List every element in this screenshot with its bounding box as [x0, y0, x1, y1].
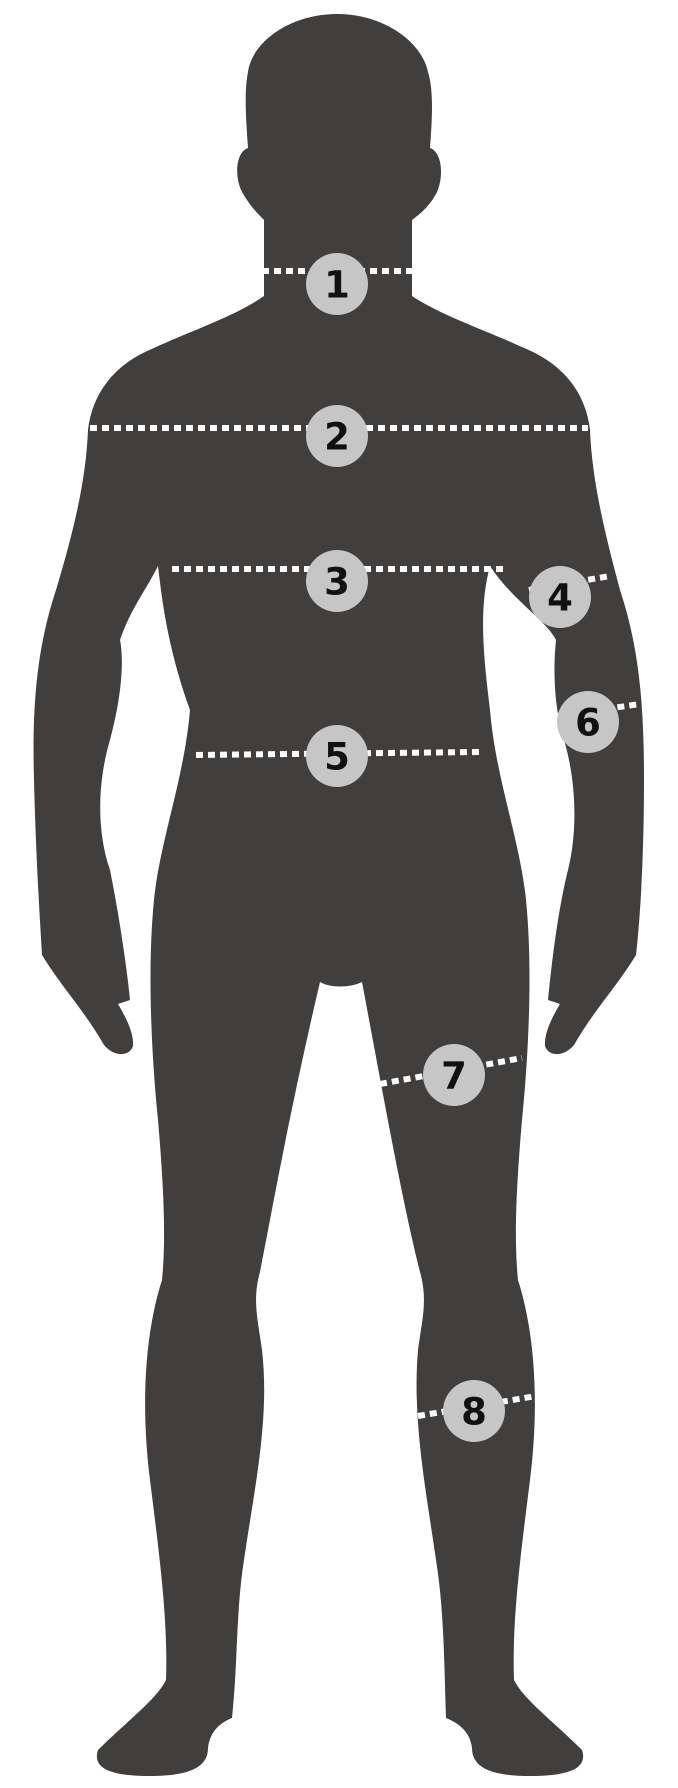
- marker-circle: [306, 725, 368, 787]
- marker-label: 5: [324, 736, 350, 779]
- marker-circle: [529, 566, 591, 628]
- measurement-marker-7: 7: [423, 1044, 485, 1106]
- measurement-line-8: [417, 1393, 537, 1419]
- measurement-marker-8: 8: [443, 1380, 505, 1442]
- measurement-marker-4: 4: [529, 566, 591, 628]
- measurement-markers: 1 2 3 4 5 6 7 8: [306, 253, 619, 1442]
- marker-label: 2: [324, 416, 350, 459]
- marker-label: 1: [324, 264, 350, 307]
- marker-circle: [306, 405, 368, 467]
- marker-label: 7: [441, 1055, 467, 1098]
- marker-circle: [306, 550, 368, 612]
- measurement-marker-6: 6: [557, 691, 619, 753]
- measurement-marker-1: 1: [306, 253, 368, 315]
- marker-label: 3: [324, 561, 350, 604]
- marker-circle: [557, 691, 619, 753]
- measurement-marker-2: 2: [306, 405, 368, 467]
- body: [33, 296, 644, 1776]
- head: [237, 14, 442, 300]
- marker-label: 8: [461, 1391, 487, 1434]
- marker-label: 4: [547, 577, 573, 620]
- marker-circle: [306, 253, 368, 315]
- measurement-marker-3: 3: [306, 550, 368, 612]
- measurement-marker-5: 5: [306, 725, 368, 787]
- marker-label: 6: [575, 702, 601, 745]
- marker-circle: [443, 1380, 505, 1442]
- marker-circle: [423, 1044, 485, 1106]
